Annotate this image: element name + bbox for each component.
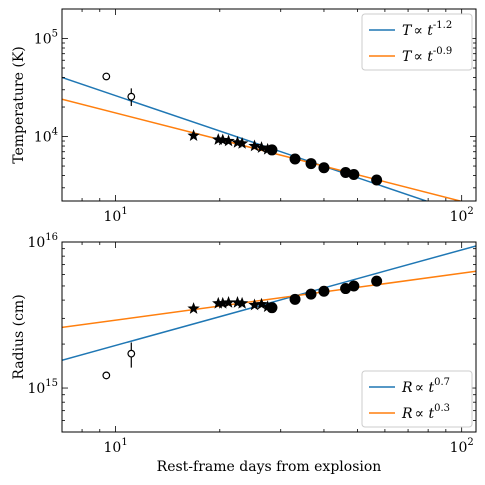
- filled-point-2: [305, 158, 317, 170]
- legend-exp: -0.9: [433, 46, 452, 57]
- filled-point-5: [348, 280, 360, 292]
- filled-point-3: [318, 285, 330, 297]
- star-point-7: [255, 297, 268, 310]
- y-axis-label: Radius (cm): [11, 294, 27, 379]
- x-axis-label: Rest-frame days from explosion: [157, 459, 382, 475]
- filled-point-3: [318, 162, 330, 174]
- legend-var: T: [402, 49, 413, 65]
- star-point-3: [222, 134, 235, 147]
- star-point-3: [222, 296, 235, 308]
- filled-point-5: [348, 168, 360, 180]
- x-tick-label-0: 101: [104, 437, 128, 456]
- star-point-2: [216, 296, 229, 309]
- y-tick-label-0: 1015: [27, 378, 58, 397]
- y-tick-label-1-exp: 5: [52, 29, 58, 40]
- x-tick-label-1: 102: [450, 437, 474, 456]
- x-tick-label-1-base: 10: [450, 440, 468, 456]
- star-point-6: [248, 139, 261, 152]
- legend-var: R: [401, 406, 413, 422]
- legend-var: R: [401, 380, 413, 396]
- x-tick-label-0-base: 10: [104, 440, 122, 456]
- y-tick-label-0-exp: 15: [45, 378, 58, 389]
- star-point-0: [187, 302, 200, 314]
- filled-point-0: [266, 144, 278, 156]
- y-tick-label-1-base: 10: [27, 235, 45, 251]
- open-point-0: [102, 371, 111, 380]
- x-tick-label-1-base: 10: [450, 209, 468, 225]
- open-point-0: [102, 72, 111, 81]
- legend-entry-1: T ∝ t-0.9: [402, 46, 452, 65]
- x-tick-label-0-base: 10: [104, 209, 122, 225]
- filled-point-6: [371, 275, 383, 287]
- open-point-1: [127, 349, 136, 358]
- y-axis-label: Temperature (K): [11, 46, 27, 164]
- star-point-2: [216, 133, 229, 146]
- legend-var: T: [402, 23, 413, 39]
- star-point-6: [248, 298, 261, 311]
- y-tick-label-0-base: 10: [27, 381, 45, 397]
- y-tick-label-0-base: 10: [34, 130, 52, 146]
- filled-point-6: [371, 174, 383, 186]
- legend-entry-1: R ∝ t0.3: [401, 403, 450, 422]
- y-tick-label-1: 1016: [27, 232, 58, 251]
- legend-entry-0: R ∝ t0.7: [401, 377, 450, 396]
- y-tick-label-1: 105: [34, 29, 58, 48]
- legend-exp: 0.7: [434, 377, 450, 388]
- star-point-1: [212, 296, 225, 309]
- y-tick-label-1-base: 10: [34, 32, 52, 48]
- filled-point-4: [340, 166, 352, 178]
- x-tick-label-1: 102: [450, 206, 474, 225]
- y-tick-label-1-exp: 16: [45, 232, 58, 243]
- legend-mid: ∝ t: [413, 49, 433, 65]
- y-tick-label-0-exp: 4: [52, 127, 58, 138]
- filled-point-2: [305, 288, 317, 300]
- legend-mid: ∝ t: [415, 406, 435, 422]
- legend-mid: ∝ t: [413, 23, 433, 39]
- legend-exp: -1.2: [433, 20, 452, 31]
- y-tick-label-0: 104: [34, 127, 58, 146]
- legend-mid: ∝ t: [415, 380, 435, 396]
- fit-line-1: [62, 270, 476, 329]
- star-point-0: [187, 129, 200, 141]
- open-point-1: [127, 92, 136, 101]
- star-point-5: [235, 296, 249, 309]
- star-point-5: [235, 136, 249, 149]
- x-tick-label-0-exp: 1: [121, 206, 127, 217]
- axes-frame: [61, 241, 477, 433]
- ticks: [61, 8, 476, 201]
- legend: T ∝ t-1.2T ∝ t-0.9: [361, 13, 473, 71]
- x-tick-label-0: 101: [104, 206, 128, 225]
- axes-frame: [61, 8, 477, 202]
- legend-exp: 0.3: [434, 403, 450, 414]
- x-tick-label-1-exp: 2: [467, 206, 473, 217]
- x-tick-label-1-exp: 2: [467, 437, 473, 448]
- star-point-7: [255, 141, 268, 153]
- legend: R ∝ t0.7R ∝ t0.3: [361, 370, 473, 428]
- filled-point-0: [266, 302, 278, 314]
- x-tick-label-0-exp: 1: [121, 437, 127, 448]
- filled-point-1: [289, 293, 301, 305]
- filled-point-1: [289, 153, 301, 165]
- ticks: [61, 241, 476, 433]
- legend-entry-0: T ∝ t-1.2: [402, 20, 452, 39]
